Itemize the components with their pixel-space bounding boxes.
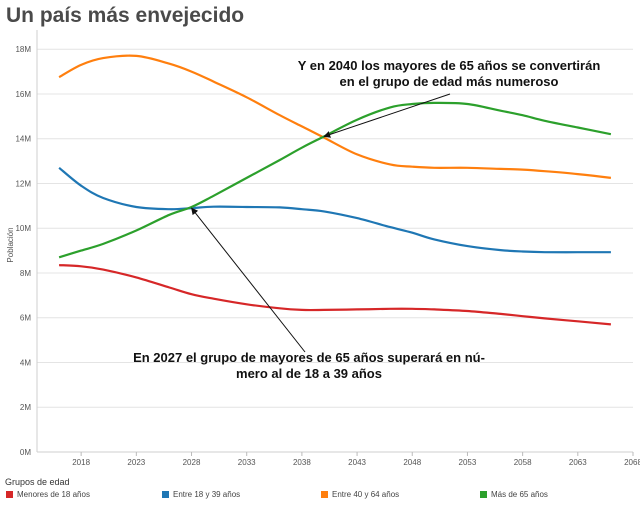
legend-label: Entre 40 y 64 años bbox=[332, 490, 400, 499]
plot-frame bbox=[36, 30, 633, 453]
y-tick-label: 18M bbox=[15, 45, 31, 54]
legend-title: Grupos de edad bbox=[5, 477, 70, 487]
x-tick-label: 2018 bbox=[72, 458, 90, 467]
legend-label: Entre 18 y 39 años bbox=[173, 490, 241, 499]
y-tick-label: 16M bbox=[15, 90, 31, 99]
y-tick-label: 14M bbox=[15, 135, 31, 144]
x-tick-label: 2053 bbox=[459, 458, 477, 467]
x-tick-label: 2028 bbox=[183, 458, 201, 467]
x-tick-label: 2033 bbox=[238, 458, 256, 467]
annotation-text-line: en el grupo de edad más numeroso bbox=[340, 74, 559, 89]
y-tick-label: 0M bbox=[20, 448, 31, 457]
x-tick-label: 2043 bbox=[348, 458, 366, 467]
series-line-mas-de-65-anos bbox=[58, 101, 612, 259]
legend-swatch bbox=[480, 491, 487, 498]
legend-item[interactable]: Entre 18 y 39 años bbox=[162, 490, 240, 499]
x-axis: 2018 2023 2028 2033 2038 2043 2048 2053 2058 2063… bbox=[72, 452, 640, 467]
x-tick-label: 2023 bbox=[127, 458, 145, 467]
annotation-arrow bbox=[323, 93, 451, 138]
legend-item[interactable]: Entre 40 y 64 años bbox=[321, 490, 399, 499]
y-axis-label: Población bbox=[6, 227, 15, 262]
y-tick-label: 6M bbox=[20, 314, 31, 323]
y-tick-label: 4M bbox=[20, 358, 31, 367]
chart-title: Un país más envejecido bbox=[6, 4, 245, 27]
x-tick-label: 2048 bbox=[403, 458, 421, 467]
legend-item[interactable]: Menores de 18 años bbox=[6, 490, 90, 499]
annotation-arrow bbox=[191, 207, 306, 353]
legend-label: Más de 65 años bbox=[491, 490, 548, 499]
annotation-text-line: En 2027 el grupo de mayores de 65 años s… bbox=[133, 350, 485, 365]
gridlines bbox=[37, 48, 633, 453]
y-tick-label: 10M bbox=[15, 224, 31, 233]
annotation-text-line: mero al de 18 a 39 años bbox=[236, 366, 382, 381]
series-lines bbox=[58, 54, 612, 326]
x-tick-label: 2063 bbox=[569, 458, 587, 467]
legend-swatch bbox=[162, 491, 169, 498]
y-tick-label: 12M bbox=[15, 179, 31, 188]
annotation-text-line: Y en 2040 los mayores de 65 años se conv… bbox=[298, 58, 601, 73]
y-tick-label: 8M bbox=[20, 269, 31, 278]
legend-item[interactable]: Más de 65 años bbox=[480, 490, 548, 499]
y-axis: 0M 2M 4M 6M 8M 10M 12M 14M 16M 18M bbox=[15, 45, 31, 457]
legend-label: Menores de 18 años bbox=[17, 490, 90, 499]
series-line-menores-de-18-anos bbox=[59, 264, 611, 326]
x-tick-label: 2058 bbox=[514, 458, 532, 467]
x-tick-label: 2068 bbox=[624, 458, 640, 467]
annotations: Y en 2040 los mayores de 65 años se conv… bbox=[133, 58, 600, 381]
y-tick-label: 2M bbox=[20, 403, 31, 412]
legend-swatch bbox=[6, 491, 13, 498]
legend-swatch bbox=[321, 491, 328, 498]
series-line-entre-18-y-39-anos bbox=[58, 166, 611, 254]
x-tick-label: 2038 bbox=[293, 458, 311, 467]
